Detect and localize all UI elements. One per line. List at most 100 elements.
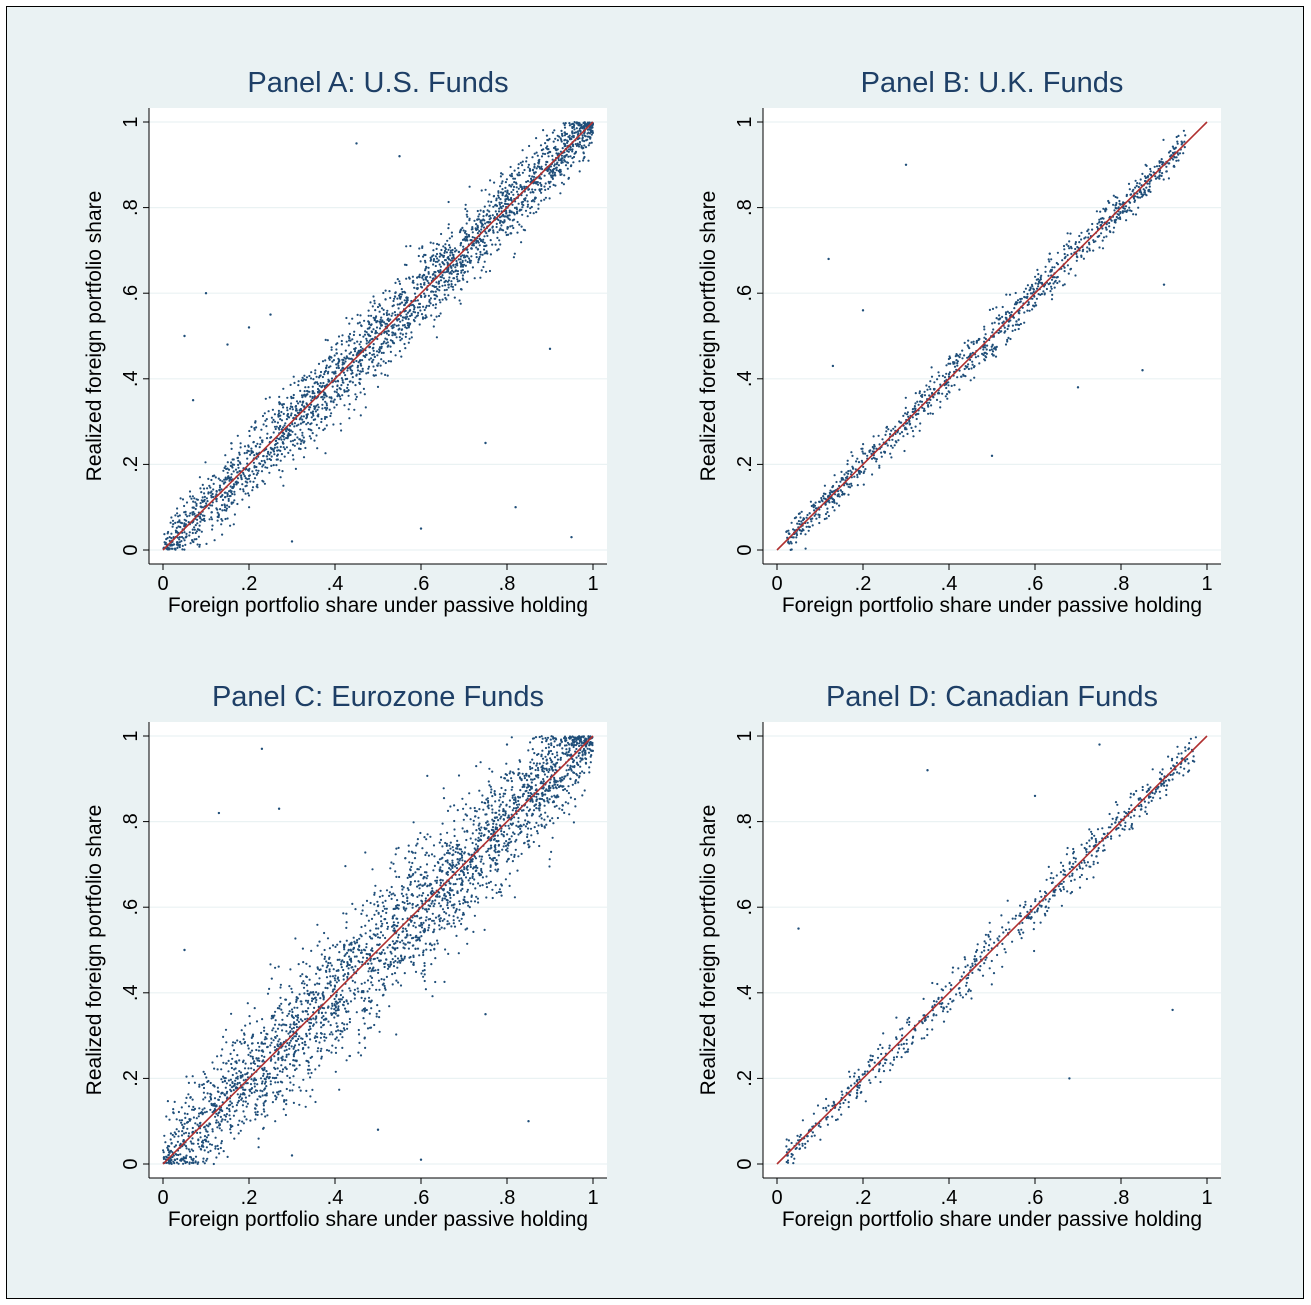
- data-point: [207, 1140, 210, 1143]
- data-point: [242, 471, 245, 474]
- data-point: [858, 469, 861, 472]
- data-point: [445, 251, 448, 254]
- data-point: [453, 296, 456, 299]
- x-tick-label: .4: [327, 573, 344, 595]
- data-point: [573, 121, 576, 124]
- data-point: [1133, 200, 1136, 203]
- data-point: [279, 445, 282, 448]
- data-point: [398, 350, 401, 353]
- data-point: [441, 261, 444, 264]
- data-point: [434, 980, 437, 984]
- data-point: [1023, 311, 1026, 314]
- data-point: [252, 440, 255, 444]
- data-point: [240, 474, 243, 477]
- data-point: [1047, 274, 1050, 277]
- data-point: [1068, 240, 1071, 243]
- data-point: [373, 903, 376, 906]
- data-point: [459, 258, 462, 261]
- data-point: [275, 439, 278, 442]
- data-point: [309, 423, 312, 426]
- data-point: [203, 1125, 206, 1128]
- data-point: [391, 973, 394, 976]
- data-point: [162, 1149, 165, 1152]
- data-point: [581, 137, 584, 140]
- data-point: [259, 443, 262, 446]
- data-point: [322, 998, 325, 1001]
- data-point: [471, 876, 474, 880]
- data-point: [201, 483, 204, 486]
- data-point: [305, 394, 308, 397]
- data-point: [444, 284, 447, 287]
- data-point: [265, 1085, 268, 1088]
- data-point: [351, 902, 354, 906]
- data-point: [366, 979, 370, 982]
- data-point: [348, 337, 351, 340]
- data-point: [199, 520, 202, 523]
- data-point: [176, 521, 179, 524]
- data-point: [519, 184, 522, 187]
- data-point: [333, 390, 336, 393]
- data-point: [303, 393, 306, 396]
- data-point: [546, 152, 549, 155]
- data-point: [253, 1091, 256, 1094]
- data-point: [341, 1036, 344, 1039]
- data-point: [244, 492, 247, 495]
- data-point: [494, 204, 497, 207]
- data-point: [485, 214, 488, 217]
- data-point: [309, 395, 312, 398]
- data-point: [815, 517, 818, 520]
- data-point: [269, 436, 272, 439]
- data-point: [189, 512, 192, 515]
- data-point: [508, 192, 511, 196]
- data-point: [536, 830, 539, 833]
- data-point: [469, 259, 473, 262]
- data-point: [526, 200, 529, 203]
- data-point: [456, 262, 459, 265]
- data-point: [403, 299, 406, 302]
- data-point: [473, 219, 476, 222]
- data-point: [341, 366, 344, 369]
- data-point: [323, 1035, 326, 1039]
- data-point: [818, 500, 821, 504]
- data-point: [391, 312, 394, 315]
- data-point: [329, 414, 332, 418]
- data-point: [1100, 232, 1103, 235]
- data-point: [499, 803, 502, 806]
- data-point: [1044, 265, 1047, 268]
- data-point: [239, 1093, 242, 1096]
- data-point: [290, 402, 293, 405]
- data-point: [895, 441, 898, 444]
- data-point: [1088, 249, 1091, 252]
- data-point: [488, 215, 491, 218]
- data-point: [358, 359, 361, 363]
- data-point: [280, 1024, 283, 1027]
- data-point: [336, 395, 339, 398]
- data-point: [420, 935, 423, 938]
- data-point: [288, 985, 291, 988]
- data-point: [211, 492, 214, 496]
- data-point: [207, 492, 210, 495]
- data-point: [265, 455, 269, 458]
- data-point: [405, 929, 408, 933]
- data-point: [210, 478, 213, 482]
- data-point: [264, 466, 267, 469]
- data-point: [557, 152, 561, 155]
- data-point: [449, 254, 452, 257]
- data-point: [799, 516, 802, 519]
- data-point: [890, 456, 893, 459]
- data-point: [1165, 170, 1168, 173]
- data-point: [817, 513, 820, 516]
- data-point: [540, 183, 543, 186]
- data-point: [281, 442, 285, 445]
- data-point: [492, 195, 495, 198]
- data-point: [476, 248, 479, 251]
- data-point: [528, 765, 532, 769]
- data-point: [1017, 318, 1020, 321]
- data-point: [224, 517, 227, 521]
- data-point: [238, 451, 241, 454]
- data-point: [435, 315, 438, 318]
- data-point: [202, 1157, 205, 1160]
- data-point: [455, 275, 458, 278]
- data-point: [418, 323, 421, 326]
- data-point: [565, 132, 569, 135]
